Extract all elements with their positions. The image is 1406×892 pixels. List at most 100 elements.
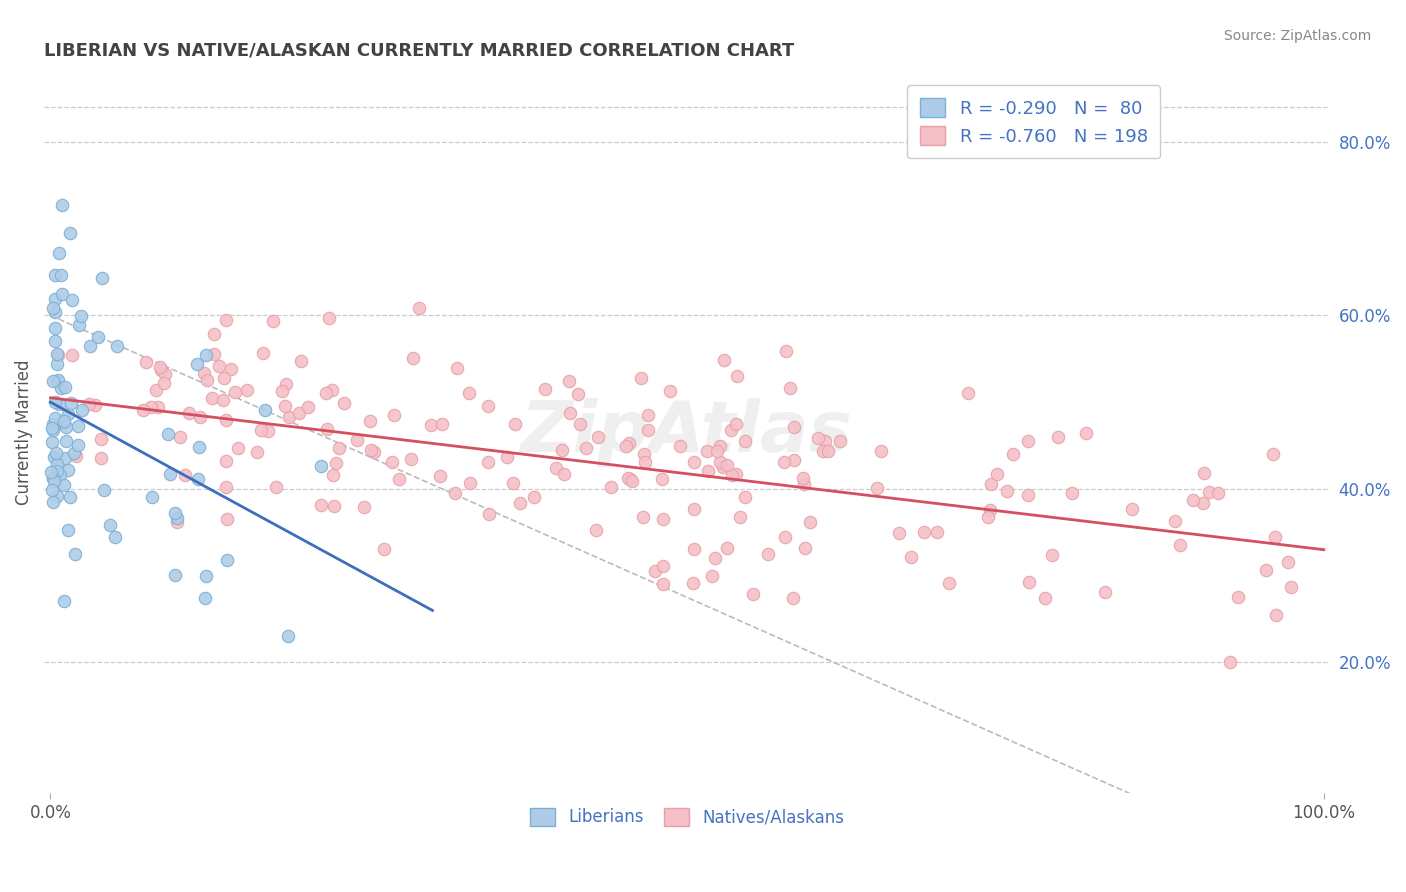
Point: [458, 475, 481, 490]
Point: [814, 434, 837, 449]
Point: [195, 348, 218, 362]
Point: [669, 439, 692, 453]
Point: [98, 517, 121, 532]
Point: [311, 498, 333, 512]
Point: [429, 469, 451, 483]
Point: [457, 386, 479, 401]
Point: [46, 348, 69, 362]
Point: [720, 423, 742, 437]
Point: [49, 268, 72, 282]
Point: [793, 477, 815, 491]
Point: [716, 541, 738, 555]
Point: [208, 359, 231, 373]
Point: [44, 292, 66, 306]
Point: [315, 385, 337, 400]
Point: [420, 417, 443, 432]
Point: [633, 447, 655, 461]
Point: [104, 530, 127, 544]
Point: [44, 320, 66, 334]
Point: [60, 293, 83, 308]
Point: [141, 490, 163, 504]
Point: [67, 318, 90, 333]
Point: [214, 371, 236, 385]
Point: [980, 477, 1002, 491]
Point: [523, 491, 546, 505]
Point: [53, 380, 76, 394]
Point: [46, 457, 69, 471]
Point: [45, 347, 67, 361]
Point: [373, 541, 395, 556]
Point: [51, 287, 73, 301]
Point: [202, 327, 225, 342]
Point: [496, 450, 519, 465]
Point: [149, 359, 172, 374]
Point: [478, 507, 501, 521]
Point: [614, 439, 637, 453]
Point: [215, 553, 238, 567]
Point: [169, 430, 191, 444]
Point: [193, 366, 215, 380]
Point: [408, 301, 430, 316]
Point: [52, 416, 75, 430]
Point: [42, 374, 65, 388]
Point: [322, 468, 344, 483]
Point: [42, 474, 65, 488]
Legend: Liberians, Natives/Alaskans: Liberians, Natives/Alaskans: [522, 799, 852, 835]
Point: [1121, 502, 1143, 516]
Point: [153, 376, 176, 390]
Point: [297, 400, 319, 414]
Point: [195, 373, 218, 387]
Point: [430, 417, 453, 432]
Point: [56, 463, 79, 477]
Point: [70, 309, 93, 323]
Point: [166, 511, 188, 525]
Point: [215, 413, 238, 427]
Point: [214, 454, 236, 468]
Point: [830, 434, 852, 448]
Point: [91, 270, 114, 285]
Point: [45, 464, 67, 478]
Point: [773, 530, 796, 544]
Point: [979, 503, 1001, 517]
Point: [1192, 467, 1215, 481]
Point: [56, 523, 79, 537]
Point: [1074, 425, 1097, 440]
Point: [388, 472, 411, 486]
Point: [617, 471, 640, 485]
Point: [42, 495, 65, 509]
Point: [157, 427, 180, 442]
Point: [1094, 585, 1116, 599]
Point: [55, 434, 77, 449]
Point: [695, 443, 717, 458]
Point: [575, 442, 598, 456]
Point: [617, 436, 640, 450]
Point: [1254, 563, 1277, 577]
Point: [652, 512, 675, 526]
Point: [204, 347, 226, 361]
Point: [1018, 575, 1040, 590]
Point: [77, 397, 100, 411]
Point: [41, 420, 63, 434]
Point: [274, 377, 297, 392]
Point: [724, 467, 747, 481]
Point: [290, 354, 312, 368]
Point: [41, 465, 63, 479]
Point: [328, 441, 350, 455]
Point: [194, 591, 217, 606]
Point: [174, 468, 197, 483]
Point: [711, 460, 734, 475]
Point: [65, 547, 87, 561]
Y-axis label: Currently Married: Currently Married: [15, 359, 32, 505]
Point: [682, 501, 704, 516]
Point: [212, 393, 235, 408]
Point: [567, 387, 589, 401]
Point: [772, 455, 794, 469]
Point: [1219, 655, 1241, 669]
Point: [631, 509, 654, 524]
Point: [45, 357, 67, 371]
Point: [716, 458, 738, 473]
Point: [48, 397, 70, 411]
Point: [60, 348, 83, 362]
Point: [321, 384, 343, 398]
Point: [65, 449, 87, 463]
